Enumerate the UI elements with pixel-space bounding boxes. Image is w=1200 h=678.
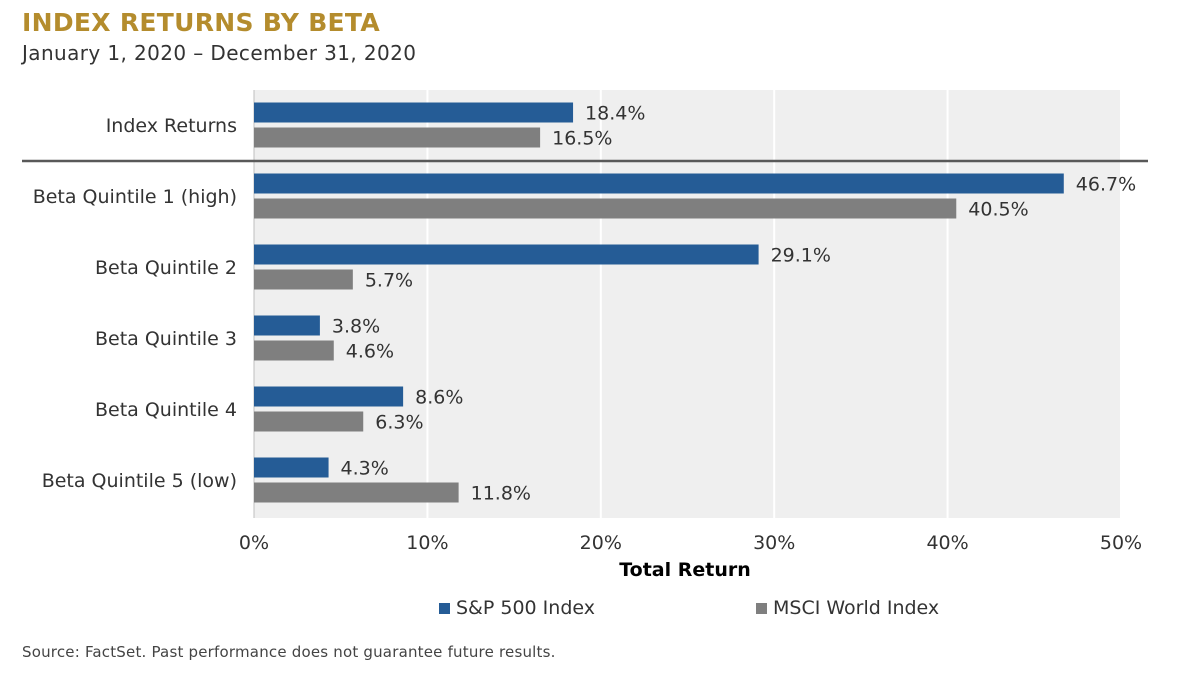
data-label-sp500: 29.1%	[771, 245, 831, 267]
data-label-msci: 6.3%	[375, 412, 423, 434]
x-axis-title: Total Return	[619, 559, 751, 581]
data-label-sp500: 46.7%	[1076, 174, 1136, 196]
bar-msci	[254, 127, 541, 148]
bar-sp500	[254, 173, 1064, 194]
category-label: Beta Quintile 3	[95, 328, 237, 350]
category-label: Beta Quintile 2	[95, 257, 237, 279]
category-label: Beta Quintile 4	[95, 399, 237, 421]
x-tick-label: 0%	[239, 532, 269, 554]
data-label-msci: 40.5%	[968, 199, 1028, 221]
legend-item-msci: MSCI World Index	[756, 597, 939, 619]
x-tick-label: 30%	[753, 532, 795, 554]
x-tick-label: 10%	[406, 532, 448, 554]
bar-sp500	[254, 244, 759, 265]
legend: S&P 500 Index MSCI World Index	[0, 597, 1200, 623]
plot-area	[254, 90, 1121, 518]
bar-msci	[254, 198, 957, 219]
bar-sp500	[254, 315, 320, 336]
bar-sp500	[254, 386, 404, 407]
chart-title: INDEX RETURNS BY BETA	[22, 8, 380, 37]
bar-msci	[254, 482, 459, 503]
legend-label-msci: MSCI World Index	[773, 597, 940, 619]
legend-swatch-msci	[756, 602, 767, 614]
data-label-msci: 5.7%	[365, 270, 413, 292]
chart-subtitle: January 1, 2020 – December 31, 2020	[22, 41, 417, 65]
bar-sp500	[254, 457, 329, 478]
bar-msci	[254, 269, 353, 290]
data-label-sp500: 18.4%	[585, 103, 645, 125]
x-tick-label: 50%	[1100, 532, 1142, 554]
bar-chart: Index Returns 18.4% 16.5% Beta Quintile 1 (…	[22, 90, 1148, 581]
legend-item-sp500: S&P 500 Index	[439, 597, 595, 619]
data-label-sp500: 3.8%	[332, 316, 380, 338]
data-label-msci: 11.8%	[471, 483, 531, 505]
data-label-sp500: 4.3%	[341, 458, 389, 480]
data-label-msci: 4.6%	[346, 341, 394, 363]
bar-msci	[254, 340, 334, 361]
bar-sp500	[254, 102, 574, 123]
x-tick-label: 20%	[580, 532, 622, 554]
x-tick-label: 40%	[926, 532, 968, 554]
legend-label-sp500: S&P 500 Index	[456, 597, 595, 619]
category-label: Index Returns	[106, 115, 237, 137]
data-label-sp500: 8.6%	[415, 387, 463, 409]
bar-msci	[254, 411, 364, 432]
category-label: Beta Quintile 5 (low)	[42, 470, 237, 492]
legend-swatch-sp500	[439, 602, 450, 614]
source-note: Source: FactSet. Past performance does n…	[22, 643, 556, 661]
data-label-msci: 16.5%	[552, 128, 612, 150]
category-label: Beta Quintile 1 (high)	[33, 186, 237, 208]
